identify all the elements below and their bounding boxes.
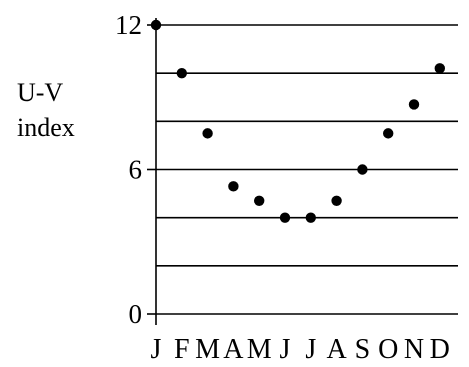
data-point [254,195,265,207]
y-tick-label: 6 [129,155,143,185]
gridlines [156,24,458,267]
x-tick-label: J [305,334,316,365]
y-tick-label: 0 [129,299,143,329]
data-point [331,195,342,207]
x-tick-label: O [378,334,398,365]
data-point [228,181,239,192]
x-tick-label: J [280,334,291,365]
x-tick-label: J [151,334,162,365]
data-point [408,99,420,110]
data-point [202,128,213,139]
y-tick-label: 12 [115,10,142,40]
x-tick-label: M [195,334,220,365]
y-axis-label-line-1: U-V [17,78,63,107]
data-point [150,19,162,31]
x-tick-label: N [404,334,424,365]
data-points [150,19,445,223]
axes [147,18,458,325]
data-point [357,164,368,175]
data-point [305,212,316,223]
data-point [279,212,291,223]
data-point [383,128,394,139]
x-tick-label: S [355,334,371,365]
y-axis-label-line-2: index [17,113,75,142]
x-tick-label: D [430,334,450,365]
y-tick-labels: 0 6 12 [115,10,142,329]
x-tick-label: A [223,334,244,365]
x-tick-label: M [247,334,272,365]
x-tick-label: F [174,334,190,365]
data-point [176,67,187,79]
y-axis-label: U-V index [17,78,75,142]
x-tick-label: A [326,334,347,365]
data-point [434,63,445,74]
